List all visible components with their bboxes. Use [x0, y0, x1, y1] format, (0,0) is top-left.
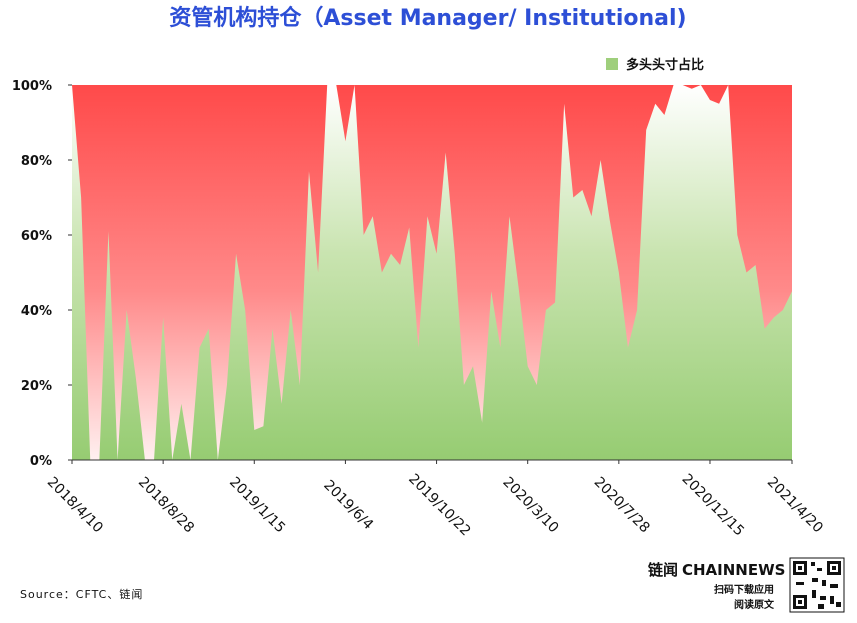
qr-code — [789, 557, 845, 613]
legend-label: 多头头寸占比 — [626, 57, 704, 73]
y-tick-label: 100% — [12, 79, 52, 94]
x-tick-label: 2018/8/28 — [135, 474, 197, 536]
area — [72, 85, 792, 460]
y-tick-label: 80% — [21, 154, 52, 169]
x-tick-label: 2020/12/15 — [679, 471, 747, 539]
brand-name2: CHAINNEWS — [682, 561, 785, 579]
brand-name: 链闻 — [648, 561, 678, 579]
y-tick-label: 20% — [21, 379, 52, 394]
brand-line2: 阅读原文 — [734, 598, 775, 611]
x-tick-label: 2019/1/15 — [226, 474, 288, 536]
x-tick-label: 2020/7/28 — [591, 474, 653, 536]
x-tick-label: 2018/4/10 — [44, 474, 106, 536]
y-tick-label: 60% — [21, 229, 52, 244]
y-tick-label: 40% — [21, 304, 52, 319]
plot-area: 0% 20% 40% 60% 80% 100% 2018/4/10 2018/8/28 2019… — [12, 79, 826, 539]
y-tick-label: 0% — [30, 454, 52, 469]
x-tick-label: 2019/6/4 — [320, 477, 376, 533]
x-tick-label: 2021/4/20 — [764, 474, 826, 536]
chart-title: 资管机构持仓（Asset Manager/ Institutional) — [169, 5, 686, 31]
source: Source：CFTC、链闻 — [20, 587, 143, 601]
x-tick-label: 2020/3/10 — [499, 474, 561, 536]
brand: 链闻 CHAINNEWS 扫码下载应用 阅读原文 — [648, 557, 845, 613]
legend-swatch — [606, 58, 618, 70]
brand-line1: 扫码下载应用 — [714, 583, 774, 596]
x-tick-label: 2019/10/22 — [405, 471, 473, 539]
